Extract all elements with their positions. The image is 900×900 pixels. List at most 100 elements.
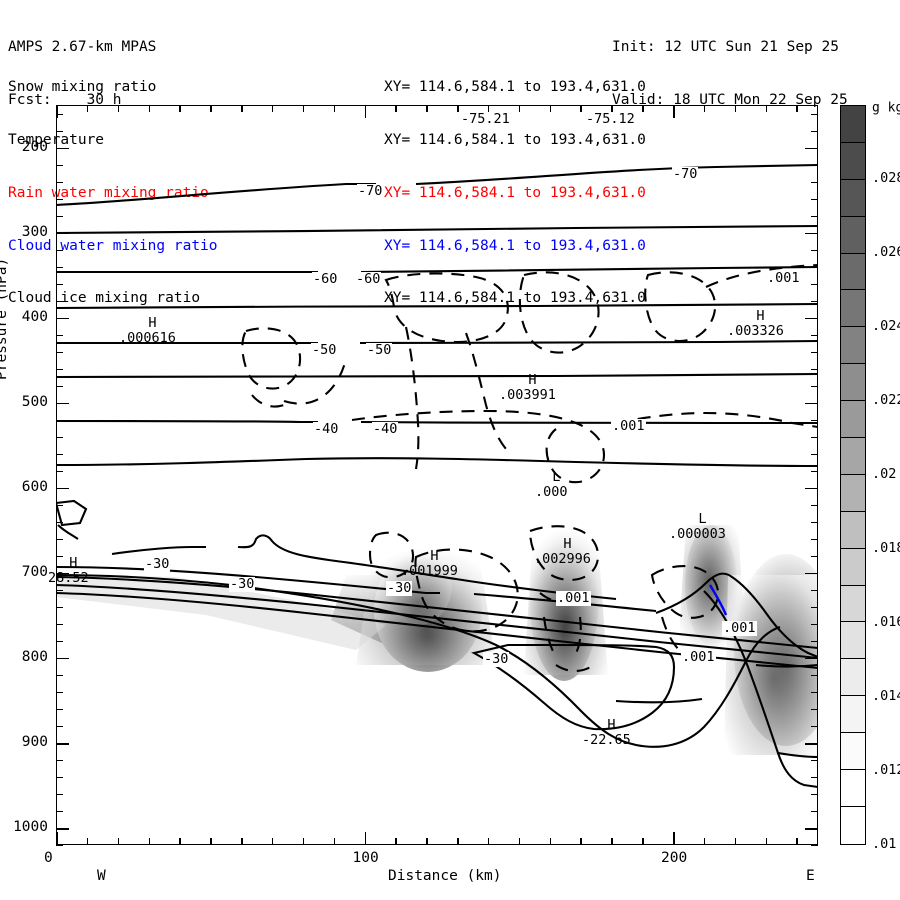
x-tick-minor-top — [796, 105, 798, 112]
y-tick-minor — [56, 249, 63, 251]
contour-min-label: L .000 — [535, 470, 568, 500]
contour-value-label: .001 — [722, 620, 757, 636]
y-tick-minor — [56, 266, 63, 268]
y-tick-major-right — [805, 232, 818, 235]
contour-max-label: H 28.52 — [48, 556, 89, 586]
colorbar-segment — [841, 327, 865, 365]
y-tick-minor-right — [811, 368, 818, 370]
contour-value-label: -40 — [313, 421, 340, 437]
contour-value-label: .001 — [556, 590, 591, 606]
y-tick-minor — [56, 470, 63, 473]
y-tick-major — [56, 232, 69, 235]
x-tick-label: 0 — [44, 850, 53, 866]
plot-frame — [56, 105, 818, 845]
x-tick-minor — [271, 838, 274, 845]
x-tick-minor — [580, 838, 582, 845]
y-tick-minor — [56, 640, 63, 643]
colorbar-tick-label: .02 — [872, 466, 897, 482]
contour-max-label: H .003326 — [727, 308, 784, 339]
colorbar-tick-label: .014 — [872, 688, 900, 704]
y-tick-minor — [56, 113, 63, 115]
extremum-type: H — [148, 315, 157, 331]
x-tick-major-top — [56, 105, 58, 118]
extremum-type: H — [756, 308, 765, 324]
x-tick-minor — [86, 838, 89, 845]
y-tick-minor-right — [811, 776, 818, 779]
colorbar-tick-label: .012 — [872, 762, 900, 778]
y-tick-minor-right — [811, 436, 818, 439]
x-tick-minor — [179, 838, 181, 845]
y-tick-label: 700 — [21, 563, 48, 580]
y-tick-minor-right — [811, 113, 818, 115]
extremum-value: .000 — [535, 484, 568, 500]
y-tick-minor-right — [811, 725, 818, 728]
y-tick-major — [56, 147, 69, 150]
y-tick-label: 900 — [21, 733, 48, 750]
y-tick-minor — [56, 130, 63, 132]
contour-max-label: H -22.65 — [582, 718, 631, 748]
y-tick-minor-right — [811, 351, 818, 353]
y-tick-minor — [56, 385, 63, 387]
y-tick-minor — [56, 181, 63, 183]
colorbar-tick-label: .028 — [872, 170, 900, 186]
y-tick-minor-right — [811, 164, 818, 166]
west-end-label: W — [97, 868, 106, 884]
x-tick-minor-top — [457, 105, 459, 112]
y-tick-label: 400 — [21, 308, 48, 325]
y-tick-minor-right — [811, 334, 818, 336]
y-tick-minor-right — [811, 845, 818, 847]
x-tick-major — [673, 832, 675, 845]
x-tick-minor — [518, 838, 521, 845]
xy-range-temperature: XY= 114.6,584.1 to 193.4,631.0 — [384, 131, 646, 148]
y-tick-minor — [56, 606, 63, 609]
y-tick-minor — [56, 555, 63, 558]
y-tick-major-right — [805, 742, 818, 745]
x-tick-minor — [796, 838, 798, 845]
y-axis-title: Pressure (hPa) — [0, 257, 10, 380]
colorbar-tick-label: .022 — [872, 392, 900, 408]
extremum-type: H — [528, 372, 537, 388]
y-tick-minor — [56, 504, 63, 507]
extremum-type: H — [563, 536, 572, 552]
x-tick-label: 100 — [352, 850, 379, 866]
x-tick-major-top — [364, 105, 366, 118]
x-tick-minor — [333, 838, 336, 845]
y-tick-major — [56, 402, 69, 405]
colorbar-segment — [841, 253, 865, 291]
y-tick-minor-right — [811, 181, 818, 183]
y-tick-minor-right — [811, 470, 818, 473]
y-tick-major — [56, 487, 69, 490]
y-tick-minor — [56, 691, 63, 694]
xy-range-snow: XY= 114.6,584.1 to 193.4,631.0 — [384, 79, 646, 96]
x-tick-minor — [241, 838, 243, 845]
x-tick-minor — [611, 838, 613, 845]
x-tick-minor-top — [117, 105, 120, 112]
colorbar-tick-label: .01 — [872, 836, 897, 852]
colorbar-segment — [841, 401, 865, 439]
contour-value-label: -50 — [311, 342, 338, 358]
y-tick-minor-right — [811, 810, 818, 813]
y-tick-minor — [56, 674, 63, 677]
colorbar-unit-label: g kg-1 — [872, 99, 900, 115]
y-tick-major-right — [805, 317, 818, 320]
x-tick-minor-top — [426, 105, 428, 112]
y-tick-minor-right — [811, 266, 818, 268]
colorbar-tick-label: .018 — [872, 540, 900, 556]
colorbar-segment — [841, 733, 865, 771]
x-tick-minor-top — [580, 105, 582, 112]
y-tick-minor-right — [811, 453, 818, 456]
x-tick-minor-top — [487, 105, 490, 112]
colorbar-segment — [841, 290, 865, 328]
forecast-hour: Fcst: 30 h — [8, 91, 122, 108]
extremum-value: .000616 — [119, 330, 176, 346]
extremum-value: .001999 — [401, 563, 458, 579]
y-tick-label: 300 — [21, 223, 48, 240]
contour-value-label: .001 — [611, 418, 646, 434]
snow-mixing-ratio-colorbar[interactable] — [840, 105, 866, 845]
y-tick-minor-right — [811, 555, 818, 558]
y-tick-minor-right — [811, 674, 818, 677]
series-xy-range-list: XY= 114.6,584.1 to 193.4,631.0 XY= 114.6… — [384, 44, 646, 326]
contour-value-label: -50 — [366, 342, 393, 358]
y-tick-major-right — [805, 572, 818, 575]
y-tick-major — [56, 317, 69, 320]
